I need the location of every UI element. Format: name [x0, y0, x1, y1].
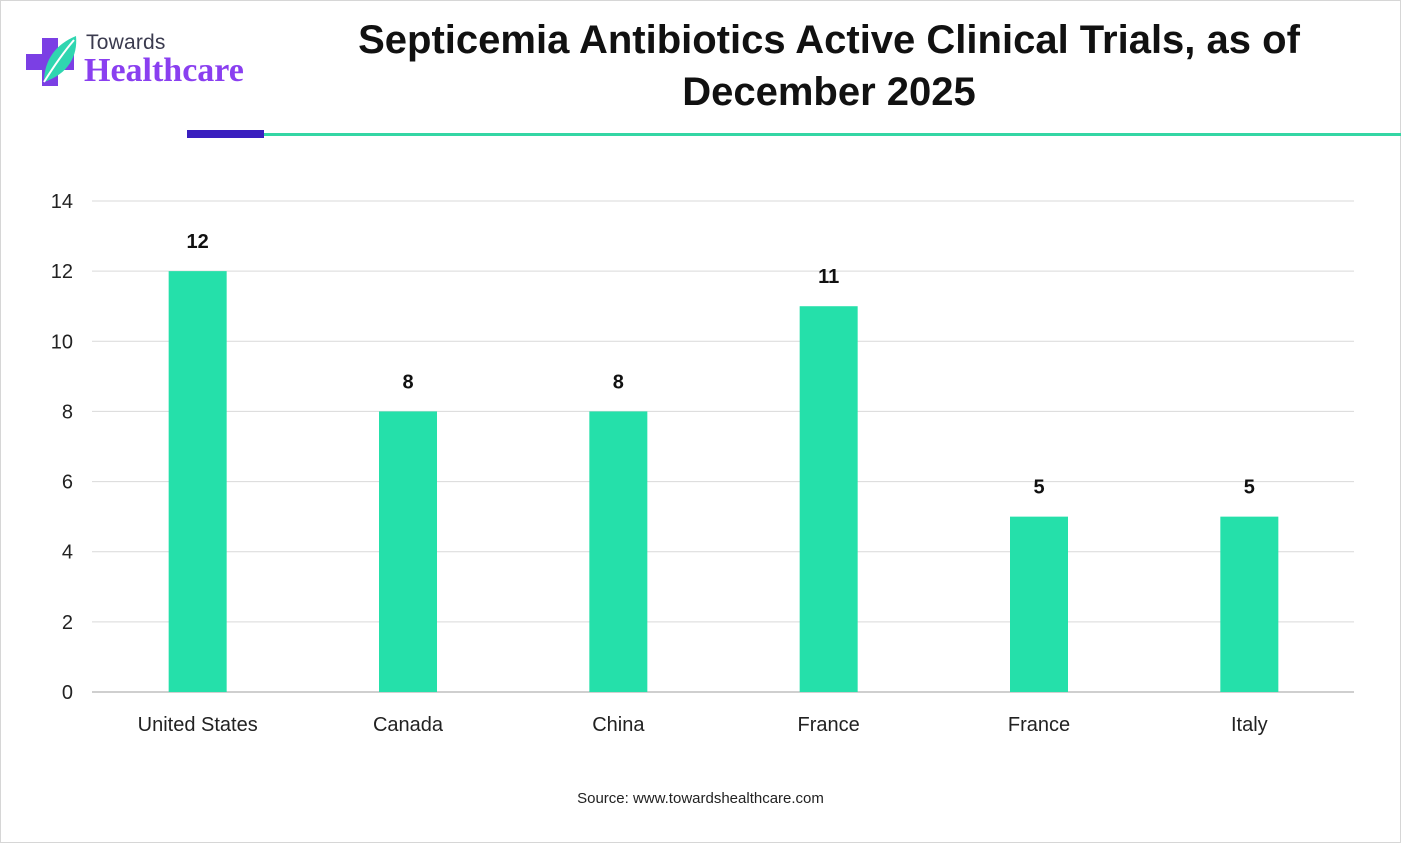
y-tick-label: 6 — [62, 472, 73, 494]
y-tick-label: 2 — [62, 612, 73, 634]
source-note: Source: www.towardshealthcare.com — [577, 790, 824, 807]
bar — [1220, 516, 1279, 692]
x-tick-label: France — [798, 714, 860, 736]
chart-title: Septicemia Antibiotics Active Clinical T… — [358, 18, 1300, 114]
data-label: 5 — [1244, 477, 1255, 499]
x-tick-label: France — [1008, 714, 1070, 736]
x-tick-label: Canada — [373, 714, 444, 736]
brand-logo: Towards Healthcare — [26, 30, 266, 100]
y-tick-label: 4 — [62, 542, 73, 564]
bar — [379, 411, 437, 692]
bar — [799, 306, 858, 692]
data-label: 8 — [402, 371, 413, 393]
x-tick-label: Italy — [1231, 714, 1268, 736]
y-tick-label: 10 — [51, 331, 73, 353]
data-label: 12 — [187, 231, 209, 253]
data-label: 8 — [613, 371, 624, 393]
brand-name-top: Towards — [86, 31, 166, 54]
bar — [589, 411, 648, 692]
x-tick-label: China — [592, 714, 645, 736]
title-accent-bar — [187, 130, 264, 138]
brand-name-bottom: Healthcare — [84, 52, 244, 89]
title-underline — [264, 133, 1401, 136]
medical-cross-leaf-icon — [26, 36, 77, 86]
y-tick-label: 14 — [51, 191, 73, 213]
bar — [1010, 516, 1068, 692]
data-label: 11 — [818, 266, 839, 288]
y-tick-label: 0 — [62, 682, 73, 704]
y-tick-label: 12 — [51, 261, 73, 283]
x-tick-label: United States — [138, 714, 258, 736]
data-label: 5 — [1033, 477, 1044, 499]
bar — [168, 271, 227, 692]
y-tick-label: 8 — [62, 401, 73, 423]
